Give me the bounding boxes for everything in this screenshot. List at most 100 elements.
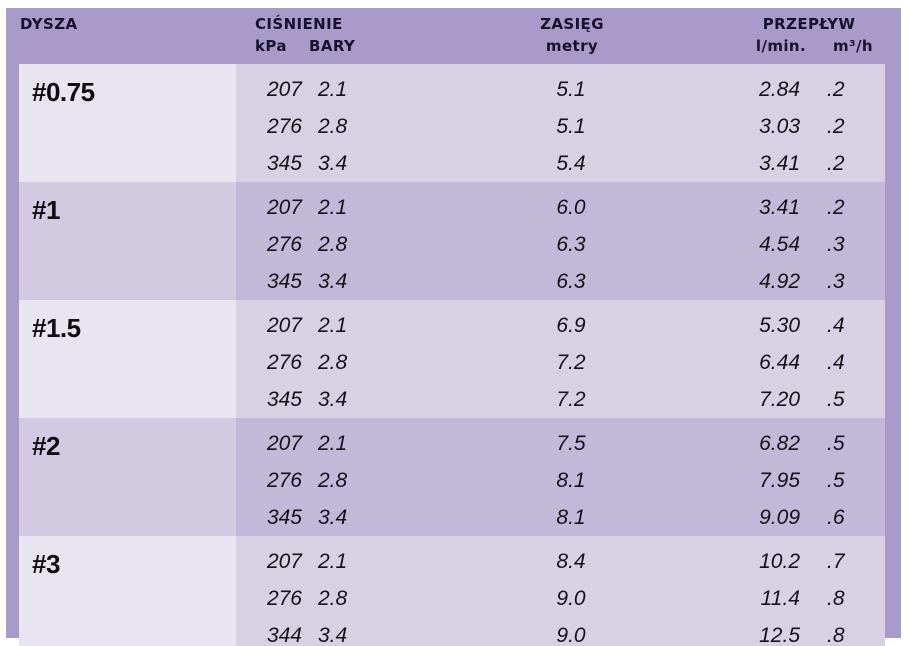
cell-flow-m3h: .4 — [827, 314, 845, 337]
cell-pressure-bar: 2.1 — [318, 314, 348, 337]
table-row-group: #1.5 207 2.1 6.9 5.30 .4 276 2.8 7.2 6.44 .4 345 3.4… — [19, 300, 885, 418]
nozzle-column: #2 — [19, 418, 236, 536]
cell-range-metres: 9.0 — [556, 624, 586, 646]
cell-flow-lmin: 6.82 — [759, 432, 800, 455]
cell-pressure-bar: 2.8 — [318, 233, 348, 256]
nozzle-label: #1 — [32, 195, 60, 225]
cell-flow-lmin: 6.44 — [759, 351, 800, 374]
data-column: 207 2.1 6.0 3.41 .2 276 2.8 6.3 4.54 .3 345 3.4 6.3 4… — [236, 182, 885, 300]
cell-pressure-bar: 3.4 — [318, 152, 348, 175]
cell-flow-m3h: .5 — [827, 432, 845, 455]
table-row-group: #0.75 207 2.1 5.1 2.84 .2 276 2.8 5.1 3.03 .2 345 3.… — [19, 64, 885, 182]
cell-flow-lmin: 3.41 — [759, 152, 800, 175]
cell-flow-m3h: .3 — [827, 233, 845, 256]
cell-pressure-bar: 2.1 — [318, 196, 348, 219]
cell-pressure-kpa: 345 — [266, 270, 302, 293]
cell-range-metres: 5.1 — [556, 78, 586, 101]
cell-pressure-kpa: 207 — [266, 314, 302, 337]
data-column: 207 2.1 5.1 2.84.2 276 2.8 5.1 3.03.2 345 3.4 5.4 3… — [236, 64, 885, 182]
cell-pressure-kpa: 207 — [266, 432, 302, 455]
cell-flow-lmin: 7.95 — [759, 469, 800, 492]
cell-pressure-kpa: 344 — [266, 624, 302, 646]
cell-pressure-bar: 2.1 — [318, 550, 348, 573]
cell-pressure-kpa: 345 — [266, 506, 302, 529]
cell-flow-lmin: 2.84 — [759, 78, 800, 101]
cell-flow-lmin: 3.03 — [759, 115, 800, 138]
table-row: 207 2.1 7.5 6.82 .5 — [236, 425, 885, 462]
cell-range-metres: 8.4 — [556, 550, 586, 573]
cell-range-metres: 8.1 — [556, 469, 586, 492]
cell-flow-m3h: .3 — [827, 270, 845, 293]
table-row: 276 2.8 7.2 6.44 .4 — [236, 344, 885, 381]
cell-pressure-kpa: 276 — [266, 587, 302, 610]
column-header-bary: BARY — [309, 37, 356, 55]
column-header-cisnienie: CIŚNIENIE — [255, 15, 343, 33]
cell-pressure-kpa: 207 — [266, 78, 302, 101]
cell-flow-lmin: 11.4 — [760, 587, 800, 610]
cell-range-metres: 5.1 — [556, 115, 586, 138]
cell-range-metres: 6.3 — [556, 233, 586, 256]
nozzle-label: #2 — [32, 431, 60, 461]
table-row: 207 2.1 6.0 3.41 .2 — [236, 189, 885, 226]
cell-pressure-bar: 2.8 — [318, 469, 348, 492]
table-row: 276 2.8 6.3 4.54 .3 — [236, 226, 885, 263]
cell-pressure-bar: 3.4 — [318, 388, 348, 411]
cell-flow-m3h: .2 — [827, 152, 845, 175]
cell-pressure-bar: 2.1 — [318, 78, 348, 101]
cell-pressure-kpa: 276 — [266, 115, 302, 138]
cell-flow-lmin: 9.09 — [759, 506, 800, 529]
table-body: #0.75 207 2.1 5.1 2.84 .2 276 2.8 5.1 3.03 .2 345 3.… — [19, 64, 885, 646]
cell-range-metres: 8.1 — [556, 506, 586, 529]
cell-pressure-kpa: 207 — [266, 196, 302, 219]
cell-flow-lmin: 10.2 — [759, 550, 800, 573]
column-header-metry: metry — [545, 37, 599, 55]
cell-pressure-kpa: 276 — [266, 469, 302, 492]
cell-range-metres: 6.9 — [556, 314, 586, 337]
cell-flow-m3h: .6 — [827, 506, 845, 529]
column-header-kpa: kPa — [255, 37, 287, 55]
table-row: 345 3.4 7.2 7.20 .5 — [236, 381, 885, 418]
cell-range-metres: 5.4 — [556, 152, 586, 175]
cell-flow-lmin: 4.54 — [759, 233, 800, 256]
table-row: 276 2.8 5.1 3.03 .2 — [236, 108, 885, 145]
cell-flow-lmin: 4.92 — [759, 270, 800, 293]
cell-flow-m3h: .5 — [827, 469, 845, 492]
table-row-group: #2 207 2.1 7.5 6.82 .5 276 2.8 8.1 7.95 .5 345 3.4 8.… — [19, 418, 885, 536]
cell-pressure-kpa: 207 — [266, 550, 302, 573]
cell-pressure-bar: 2.1 — [318, 432, 348, 455]
cell-flow-m3h: .2 — [827, 78, 845, 101]
nozzle-column: #1 — [19, 182, 236, 300]
cell-flow-m3h: .4 — [827, 351, 845, 374]
data-column: 207 2.1 6.9 5.30 .4 276 2.8 7.2 6.44 .4 345 3.4 7.2 7… — [236, 300, 885, 418]
data-column: 207 2.1 8.4 10.2 .7 276 2.8 9.0 11.4 .8 344 3.4 9.0 1… — [236, 536, 885, 646]
cell-pressure-kpa: 345 — [266, 152, 302, 175]
cell-range-metres: 6.0 — [556, 196, 586, 219]
cell-pressure-bar: 3.4 — [318, 270, 348, 293]
cell-pressure-bar: 3.4 — [318, 506, 348, 529]
nozzle-column: #0.75 — [19, 64, 236, 182]
cell-flow-m3h: .2 — [827, 115, 845, 138]
cell-pressure-bar: 3.4 — [318, 624, 348, 646]
cell-pressure-kpa: 345 — [266, 388, 302, 411]
cell-range-metres: 6.3 — [556, 270, 586, 293]
cell-flow-m3h: .7 — [827, 550, 845, 573]
nozzle-label: #0.75 — [32, 77, 95, 107]
column-header-przeplyw: PRZEPŁYW — [762, 15, 856, 33]
table-row: 345 3.4 5.4 3.41 .2 — [236, 145, 885, 182]
nozzle-label: #1.5 — [32, 313, 81, 343]
cell-flow-lmin: 5.30 — [759, 314, 800, 337]
table-row: 276 2.8 9.0 11.4 .8 — [236, 580, 885, 617]
data-column: 207 2.1 7.5 6.82 .5 276 2.8 8.1 7.95 .5 345 3.4 8.1 9… — [236, 418, 885, 536]
cell-range-metres: 7.2 — [556, 351, 586, 374]
cell-flow-lmin: 7.20 — [759, 388, 800, 411]
nozzle-column: #3 — [19, 536, 236, 646]
table-row: 207 2.1 8.4 10.2 .7 — [236, 543, 885, 580]
cell-range-metres: 7.2 — [556, 388, 586, 411]
cell-pressure-bar: 2.8 — [318, 351, 348, 374]
table-row: 276 2.8 8.1 7.95 .5 — [236, 462, 885, 499]
nozzle-label: #3 — [32, 549, 60, 579]
cell-flow-m3h: .5 — [827, 388, 845, 411]
table-row-group: #3 207 2.1 8.4 10.2 .7 276 2.8 9.0 11.4 .8 344 3.4 9.… — [19, 536, 885, 646]
column-header-dysza: DYSZA — [20, 15, 78, 33]
cell-flow-m3h: .2 — [827, 196, 845, 219]
